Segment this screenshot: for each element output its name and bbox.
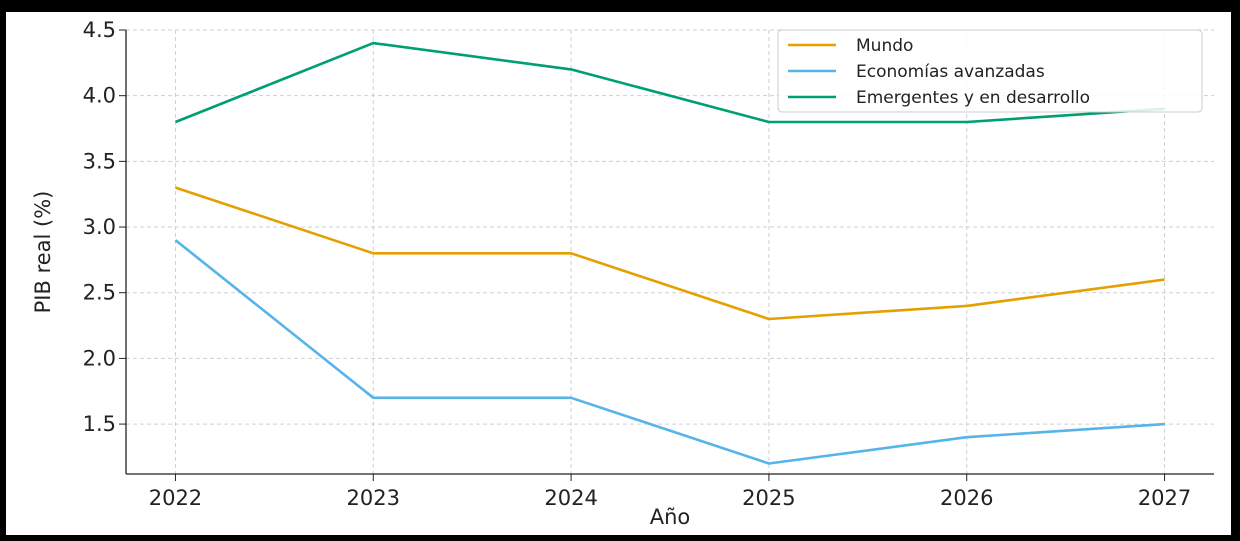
y-tick-label: 1.5	[83, 412, 116, 436]
y-tick-label: 2.5	[83, 281, 116, 305]
x-axis-label: Año	[650, 505, 691, 529]
legend-label: Economías avanzadas	[856, 62, 1045, 82]
axes	[119, 29, 1214, 481]
y-tick-label: 3.5	[83, 149, 116, 173]
legend-box	[777, 29, 1203, 113]
y-tick-label: 4.0	[83, 84, 116, 108]
series-lines	[174, 41, 1165, 465]
x-tick-label: 2024	[544, 486, 597, 510]
legend-label: Mundo	[856, 36, 913, 56]
series-line	[175, 186, 1165, 321]
y-tick-label: 3.0	[83, 215, 116, 239]
tick-labels: 2022 2023 2024 2025 2026 2027 1.5 2.0 2.5 3.0 3.5 4…	[83, 18, 1192, 510]
series-line	[175, 41, 1165, 124]
x-tick-label: 2022	[149, 486, 202, 510]
series-line	[174, 239, 1165, 465]
x-tick-label: 2027	[1138, 486, 1191, 510]
x-tick-label: 2023	[347, 486, 400, 510]
y-axis-label: PIB real (%)	[31, 191, 55, 314]
x-tick-label: 2025	[742, 486, 795, 510]
x-tick-label: 2026	[940, 486, 993, 510]
legend: Mundo Economías avanzadas Emergentes y en …	[777, 29, 1203, 113]
chart-frame: 2022 2023 2024 2025 2026 2027 1.5 2.0 2.5 3.0 3.5 4…	[6, 12, 1231, 535]
y-tick-label: 4.5	[83, 18, 116, 42]
legend-label: Emergentes y en desarrollo	[856, 88, 1090, 108]
line-chart: 2022 2023 2024 2025 2026 2027 1.5 2.0 2.5 3.0 3.5 4…	[31, 18, 1214, 529]
y-tick-label: 2.0	[83, 346, 116, 370]
